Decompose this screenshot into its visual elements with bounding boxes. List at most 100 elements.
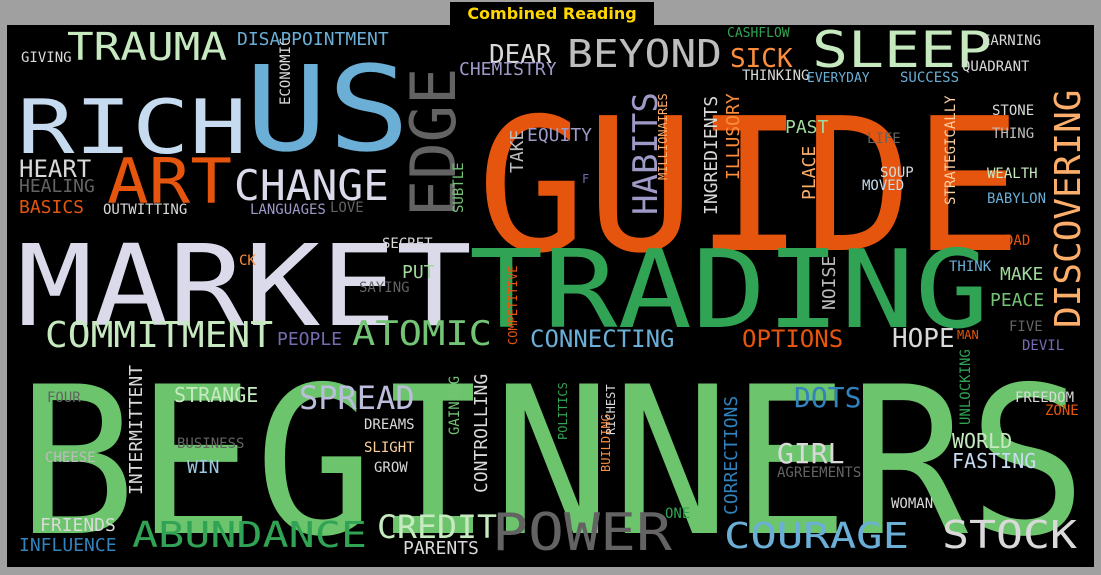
word-strategically: STRATEGICALLY	[943, 95, 959, 205]
word-devil: DEVIL	[1022, 338, 1064, 354]
word-controlling: CONTROLLING	[471, 374, 492, 493]
word-people: PEOPLE	[277, 329, 342, 350]
word-influence: INFLUENCE	[19, 535, 117, 556]
word-basics: BASICS	[19, 197, 84, 218]
word-freedom: FREEDOM	[1015, 390, 1074, 406]
word-courage: COURAGE	[724, 516, 909, 557]
word-make: MAKE	[1000, 264, 1043, 285]
word-abundance: ABUNDANCE	[132, 515, 367, 556]
word-man: MAN	[957, 328, 979, 342]
word-cheese: CHEESE	[45, 450, 96, 466]
word-edge: EDGE	[397, 68, 470, 217]
word-ck: CK	[239, 253, 256, 269]
word-friends: FRIENDS	[40, 515, 116, 536]
word-commitment: COMMITMENT	[45, 315, 273, 356]
word-win: WIN	[187, 457, 220, 478]
word-cloud: BEGINNERS GUIDE TRADING MARKET US RICH EDGE SLE…	[7, 25, 1094, 567]
word-strange: STRANGE	[174, 383, 258, 407]
word-equity: EQUITY	[527, 125, 592, 146]
word-girl: GIRL	[777, 437, 844, 470]
word-unlocking: UNLOCKING	[958, 349, 974, 425]
word-stock: STOCK	[942, 513, 1077, 557]
word-parents: PARENTS	[403, 538, 479, 559]
word-healing: HEALING	[19, 176, 95, 197]
word-think: THINK	[949, 259, 992, 275]
word-world: WORLD	[952, 429, 1012, 453]
word-love: LOVE	[330, 200, 364, 216]
word-guide: GUIDE	[477, 78, 1022, 294]
word-dad: DAD	[1005, 233, 1030, 249]
word-dear: DEAR	[489, 40, 552, 70]
word-habits: HABITS	[626, 92, 666, 215]
word-sick: SICK	[730, 44, 793, 74]
word-slight: SLIGHT	[364, 440, 415, 456]
word-f: F	[582, 172, 589, 186]
word-market: MARKET	[17, 222, 472, 352]
word-economic: ECONOMIC	[278, 38, 294, 105]
word-babylon: BABYLON	[987, 191, 1046, 207]
word-discovering: DISCOVERING	[1048, 90, 1089, 328]
word-dots: DOTS	[794, 381, 861, 414]
word-grow: GROW	[374, 460, 408, 476]
word-change: CHANGE	[234, 161, 389, 210]
word-building: BUILDING	[599, 414, 613, 472]
word-competitive: COMPETITIVE	[506, 266, 520, 345]
word-illusory: ILLUSORY	[723, 93, 744, 180]
word-millionaires: MILLIONAIRES	[656, 93, 670, 180]
word-politics: POLITICS	[556, 382, 570, 440]
word-languages: LANGUAGES	[250, 202, 326, 218]
word-zone: ZONE	[1045, 403, 1079, 419]
chart-title: Combined Reading List	[450, 2, 654, 47]
word-woman: WOMAN	[891, 496, 933, 512]
word-thing: THING	[992, 126, 1034, 142]
word-place: PLACE	[799, 146, 820, 200]
word-corrections: CORRECTIONS	[721, 396, 742, 515]
word-rich: RICH	[17, 83, 247, 171]
word-secret: SECRET	[382, 236, 433, 252]
word-trading: TRADING	[469, 228, 989, 353]
word-disappointment: DISAPPOINTMENT	[237, 29, 389, 50]
word-sleep: SLEEP	[812, 25, 992, 79]
word-wealth: WEALTH	[987, 166, 1038, 182]
word-chemistry: CHEMISTRY	[459, 59, 557, 80]
word-stone: STONE	[992, 103, 1034, 119]
word-life: LIFE	[867, 131, 901, 147]
word-everyday: EVERYDAY	[807, 71, 870, 86]
word-peace: PEACE	[990, 290, 1044, 311]
word-saying: SAYING	[359, 280, 410, 296]
word-richest: RICHEST	[604, 384, 618, 435]
word-soup: SOUP	[880, 165, 914, 181]
word-thinking: THINKING	[742, 68, 809, 84]
word-beginners: BEGINNERS	[17, 344, 1087, 567]
word-quadrant: QUADRANT	[962, 59, 1030, 75]
word-earning: EARNING	[982, 33, 1041, 49]
word-options: OPTIONS	[742, 325, 843, 353]
word-four: FOUR	[47, 390, 81, 406]
word-trauma: TRAUMA	[67, 25, 227, 69]
word-ingredients: INGREDIENTS	[701, 96, 722, 215]
word-put: PUT	[402, 262, 435, 283]
word-giving: GIVING	[21, 50, 72, 66]
word-spread: SPREAD	[299, 379, 415, 417]
word-us: US	[245, 40, 410, 178]
word-beyond: BEYOND	[567, 32, 722, 76]
word-fasting: FASTING	[952, 449, 1036, 473]
word-gaining: GAINING	[447, 376, 463, 435]
word-atomic: ATOMIC	[352, 314, 492, 354]
word-art: ART	[107, 145, 232, 218]
word-dreams: DREAMS	[364, 417, 415, 433]
word-credit: CREDIT	[377, 508, 497, 546]
word-hope: HOPE	[892, 324, 955, 354]
word-moved: MOVED	[862, 178, 904, 194]
word-one: ONE	[665, 506, 690, 522]
word-noise: NOISE	[819, 256, 840, 310]
word-success: SUCCESS	[900, 70, 959, 86]
word-business: BUSINESS	[177, 436, 244, 452]
word-agreements: AGREEMENTS	[777, 465, 861, 481]
word-take: TAKE	[507, 130, 528, 173]
word-connecting: CONNECTING	[530, 325, 675, 353]
word-power: POWER	[492, 503, 673, 563]
word-heart: HEART	[19, 155, 91, 183]
word-subtle: SUBTLE	[451, 162, 467, 213]
word-cashflow: CASHFLOW	[727, 26, 790, 41]
